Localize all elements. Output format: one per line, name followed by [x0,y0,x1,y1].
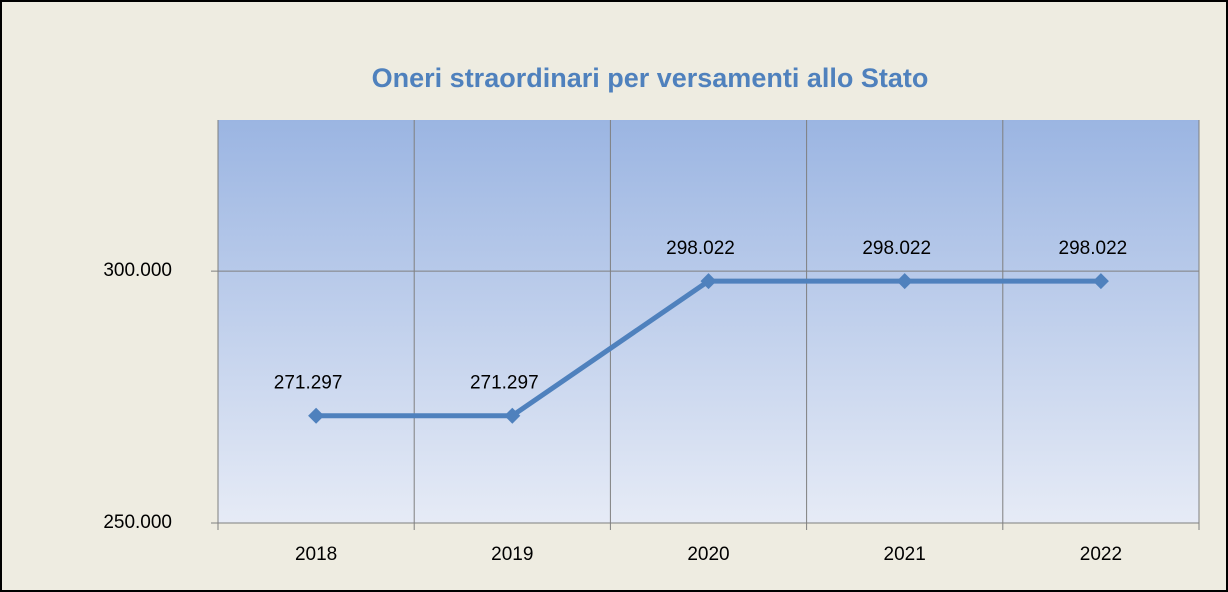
marker [308,407,325,424]
y-tick-label: 250.000 [103,512,172,533]
y-tick-label: 300.000 [103,260,172,281]
x-tick-label: 2019 [491,544,533,565]
x-tick-label: 2020 [687,544,729,565]
data-label: 298.022 [862,238,931,259]
x-tick-label: 2021 [884,544,926,565]
marker [896,273,913,290]
data-label: 298.022 [1059,238,1128,259]
data-label: 271.297 [274,373,343,394]
marker [700,273,717,290]
marker [504,407,521,424]
x-tick-label: 2018 [295,544,337,565]
data-label: 271.297 [470,373,539,394]
chart-title: Oneri straordinari per versamenti allo S… [372,63,929,93]
x-tick-label: 2022 [1080,544,1122,565]
plot-area [218,120,1199,523]
marker [1092,273,1109,290]
data-label: 298.022 [666,238,735,259]
